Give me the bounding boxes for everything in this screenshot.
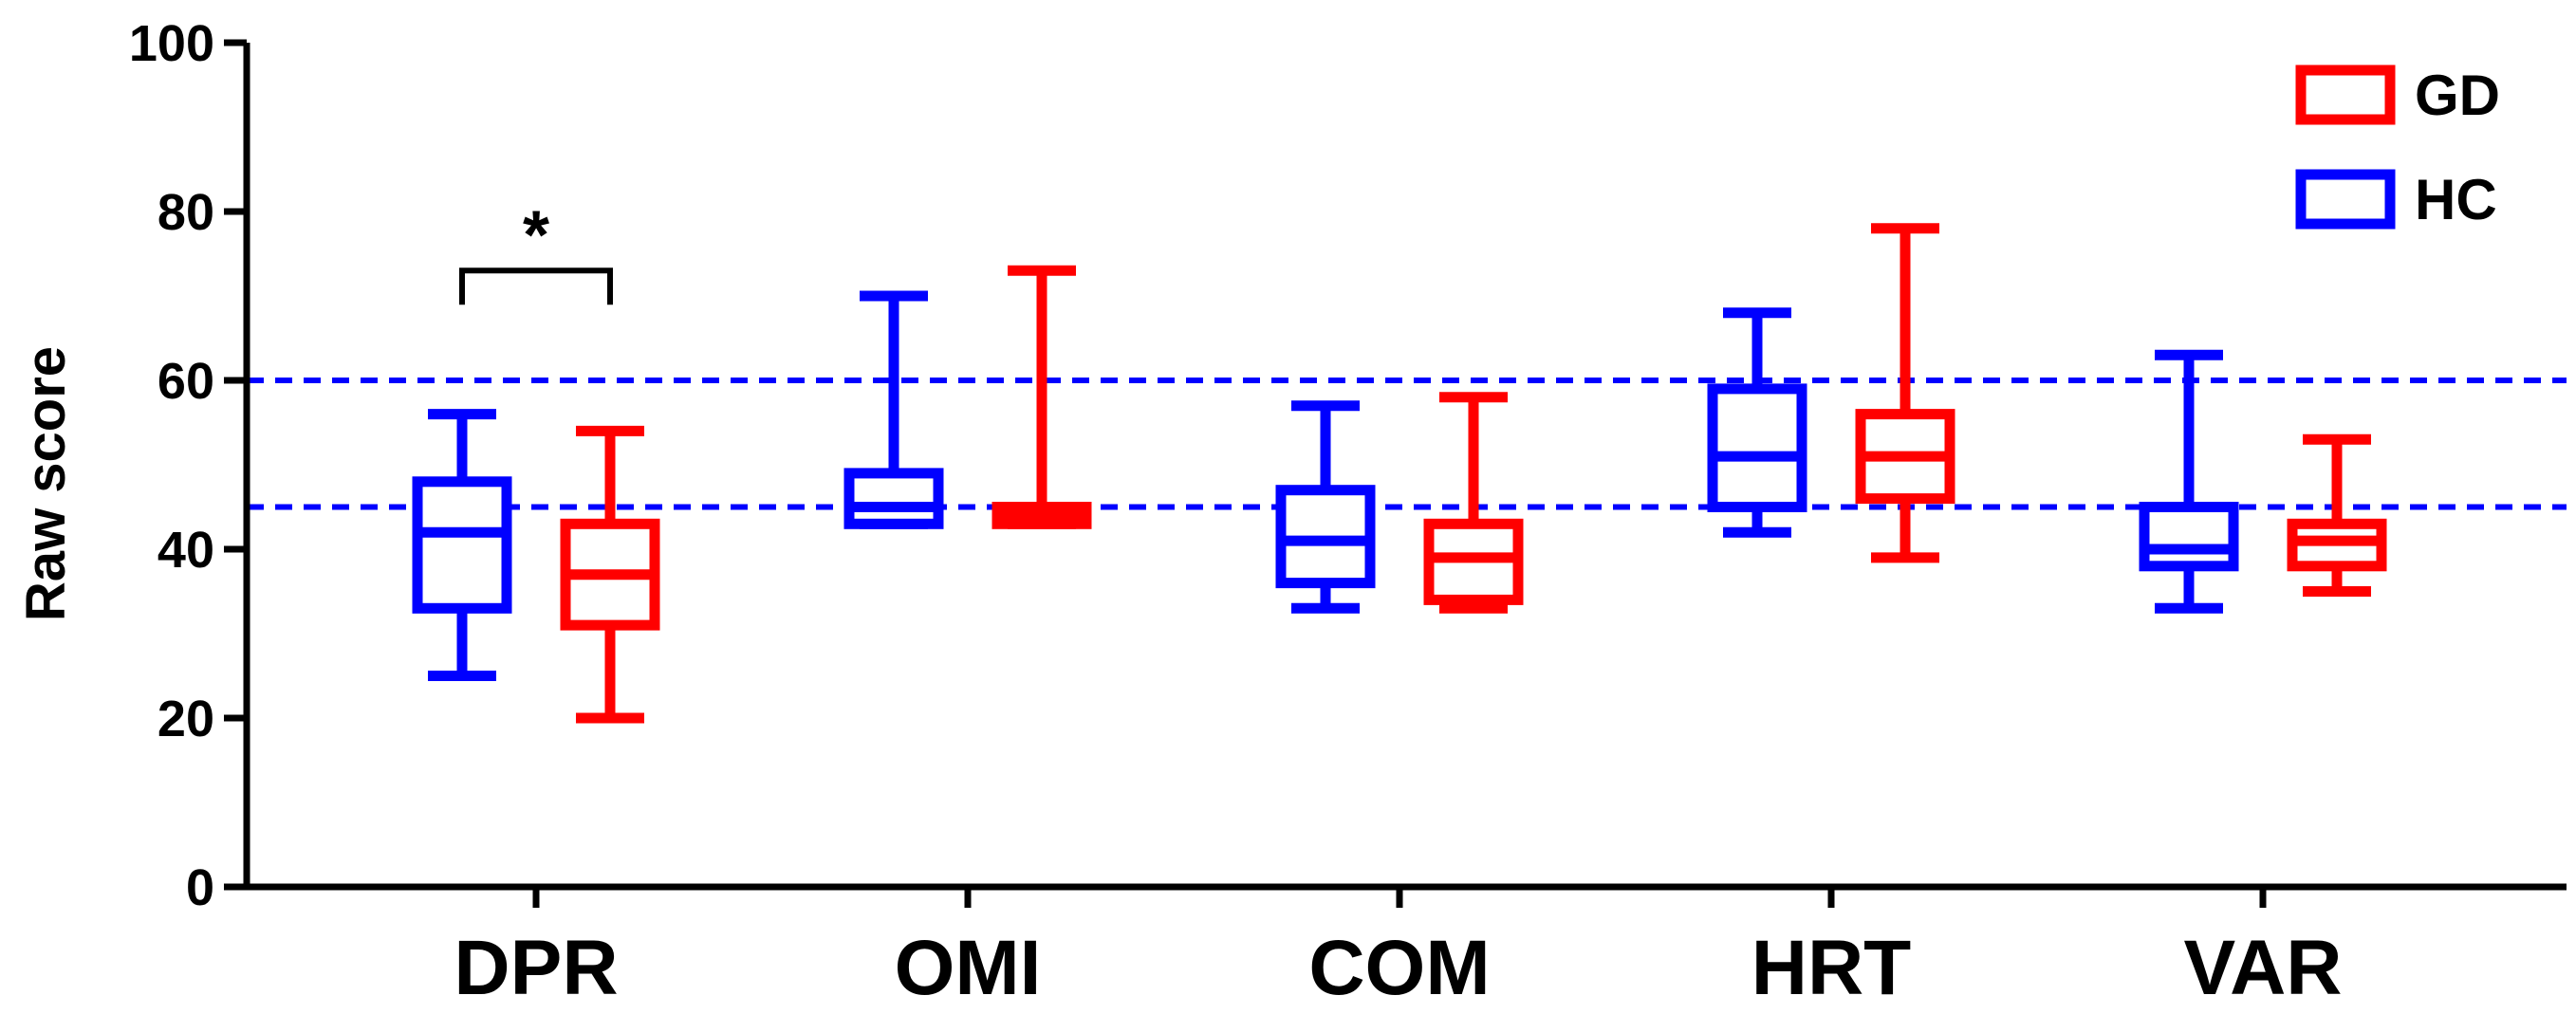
x-category-label: HRT <box>1751 925 1912 1011</box>
box-hc-dpr-box <box>412 476 512 614</box>
x-category-label: COM <box>1308 925 1490 1011</box>
x-category-label: DPR <box>454 925 618 1011</box>
legend-label-hc: HC <box>2415 168 2497 231</box>
legend-swatch-hc <box>2295 169 2396 230</box>
y-axis-title: Raw score <box>15 346 77 621</box>
y-tick-label: 0 <box>186 859 214 916</box>
box-hc-omi-box <box>843 468 944 529</box>
significance-star: * <box>523 197 549 273</box>
y-tick-label: 80 <box>158 184 214 241</box>
y-tick-label: 60 <box>158 353 214 410</box>
significance-bracket <box>459 267 613 305</box>
y-tick-label: 100 <box>129 15 214 72</box>
plot-area: 0 20 40 60 80 100 DPR OMI COM HRT VAR Raw score GD HC… <box>15 15 2567 1011</box>
legend-label-gd: GD <box>2415 64 2500 127</box>
y-tick-label: 20 <box>158 691 214 747</box>
legend-swatch-gd <box>2295 65 2396 125</box>
x-category-label: VAR <box>2183 925 2342 1011</box>
box-hc-var-box <box>2139 502 2239 572</box>
box-hc-hrt-box <box>1707 383 1807 512</box>
y-tick-label: 40 <box>158 522 214 579</box>
x-category-label: OMI <box>895 925 1042 1011</box>
